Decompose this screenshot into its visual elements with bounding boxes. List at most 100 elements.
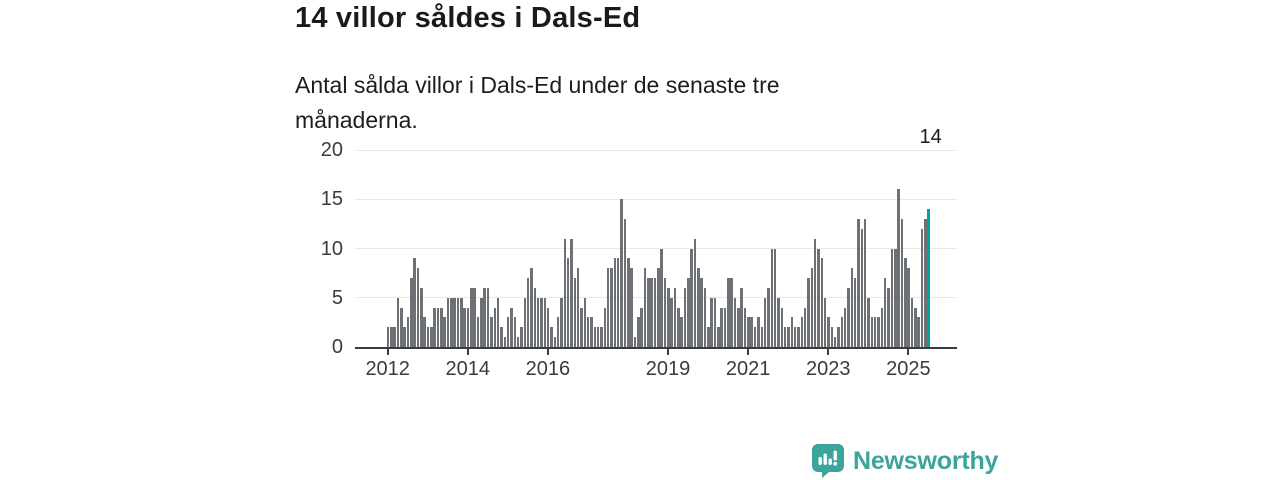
bar	[476, 317, 480, 347]
bar	[573, 278, 577, 347]
bar	[660, 248, 663, 347]
bar	[894, 248, 897, 347]
x-axis-label: 2021	[725, 358, 771, 380]
bar	[703, 287, 707, 347]
bar	[650, 278, 653, 347]
bar	[847, 287, 850, 347]
bar	[917, 317, 920, 347]
bar	[620, 199, 623, 347]
chart-title: 14 villor såldes i Dals-Ed	[295, 2, 641, 34]
bar	[526, 278, 530, 347]
bar	[880, 307, 884, 347]
bar	[737, 307, 740, 347]
bar	[853, 278, 857, 347]
bar-highlighted	[927, 209, 930, 347]
x-axis-label: 2014	[445, 358, 491, 380]
bar	[787, 327, 790, 347]
x-axis-tick	[827, 349, 830, 355]
bar	[420, 287, 423, 347]
bar	[590, 317, 593, 347]
bar	[546, 307, 550, 347]
bar	[450, 297, 453, 347]
bar-chart-speech-bubble-icon	[812, 444, 844, 478]
bar	[797, 327, 800, 347]
bar	[820, 258, 824, 347]
bar	[490, 317, 493, 347]
bar	[823, 297, 827, 347]
bar	[720, 307, 723, 347]
bar	[453, 297, 456, 347]
y-axis-label: 5	[331, 286, 343, 309]
bar	[600, 327, 603, 347]
bar	[877, 317, 880, 347]
x-axis-label: 2012	[365, 358, 410, 380]
last-value-annotation: 14	[908, 127, 953, 147]
bar	[760, 327, 763, 347]
bar	[717, 327, 720, 347]
bar	[900, 218, 904, 347]
bar	[887, 287, 890, 347]
bar	[643, 268, 647, 347]
bar	[657, 268, 660, 347]
bar	[840, 317, 844, 347]
bar	[867, 297, 870, 347]
bar	[690, 248, 693, 347]
bar	[426, 327, 430, 347]
bar	[710, 297, 713, 347]
bar	[740, 287, 743, 347]
bar	[860, 228, 864, 347]
bar	[486, 287, 490, 347]
bar	[833, 337, 837, 347]
bar	[523, 297, 527, 347]
bar	[770, 248, 773, 347]
bar	[803, 307, 807, 347]
x-axis-label: 2025	[886, 358, 931, 380]
bar	[743, 307, 747, 347]
bar	[593, 327, 597, 347]
bar	[473, 287, 476, 347]
bar	[403, 327, 406, 347]
gridline-15	[355, 198, 957, 200]
bar	[667, 287, 670, 347]
bar	[516, 337, 520, 347]
bar	[613, 258, 617, 347]
bar	[700, 278, 703, 347]
bar	[520, 327, 523, 347]
bar	[647, 278, 650, 347]
bar-chart-plot-area: 20 15 10 5 0 2012 2014 2016 2019 2021 2023 2025 14	[321, 127, 957, 380]
bar	[386, 327, 390, 347]
bar	[413, 258, 416, 347]
bar	[470, 287, 473, 347]
bar	[440, 307, 443, 347]
bar	[677, 307, 680, 347]
x-axis-tick	[546, 349, 549, 355]
bar	[850, 268, 854, 347]
bar	[897, 189, 900, 347]
bar	[456, 297, 460, 347]
bar	[757, 317, 760, 347]
bar	[513, 317, 517, 347]
bar	[556, 317, 560, 347]
bar	[870, 317, 874, 347]
x-axis-label: 2019	[645, 358, 691, 380]
bar	[627, 258, 630, 347]
bar	[813, 238, 817, 347]
gridline-20	[355, 149, 957, 151]
bar	[783, 327, 787, 347]
bar	[800, 317, 804, 347]
bar	[683, 287, 687, 347]
bar	[673, 287, 677, 347]
x-axis-tick	[466, 349, 469, 355]
bar	[530, 268, 533, 347]
bar	[914, 307, 917, 347]
x-axis-tick	[907, 349, 910, 355]
bar	[633, 337, 637, 347]
bar	[493, 307, 496, 347]
bar	[566, 258, 570, 347]
bar	[773, 248, 777, 347]
bar	[653, 278, 657, 347]
bar	[496, 297, 500, 347]
bar	[503, 337, 506, 347]
bar	[576, 268, 580, 347]
bar	[670, 297, 673, 347]
